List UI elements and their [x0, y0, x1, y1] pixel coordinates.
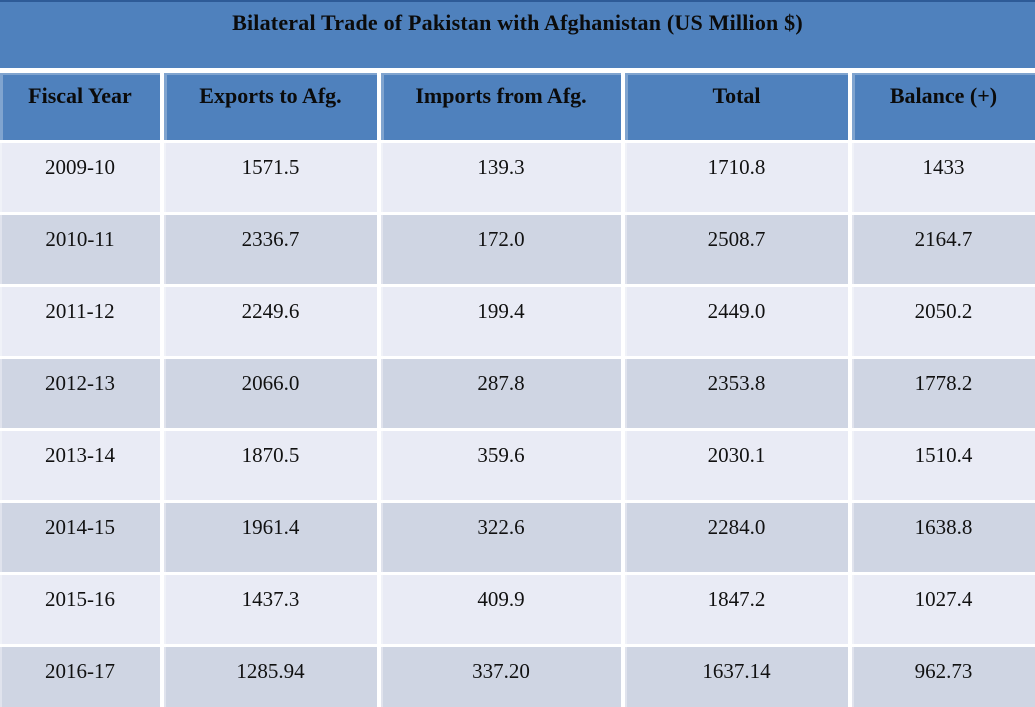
cell-balance: 962.73 — [848, 644, 1035, 707]
cell-exports: 1437.3 — [160, 572, 377, 644]
cell-exports: 2066.0 — [160, 356, 377, 428]
cell-exports: 1870.5 — [160, 428, 377, 500]
column-header-balance: Balance (+) — [848, 68, 1035, 140]
cell-balance: 2050.2 — [848, 284, 1035, 356]
cell-imports: 322.6 — [377, 500, 621, 572]
table-row: 2009-10 1571.5 139.3 1710.8 1433 — [0, 140, 1035, 212]
cell-balance: 1027.4 — [848, 572, 1035, 644]
cell-fiscal-year: 2012-13 — [0, 356, 160, 428]
cell-imports: 409.9 — [377, 572, 621, 644]
cell-fiscal-year: 2013-14 — [0, 428, 160, 500]
cell-total: 1847.2 — [621, 572, 848, 644]
cell-imports: 337.20 — [377, 644, 621, 707]
table-row: 2015-16 1437.3 409.9 1847.2 1027.4 — [0, 572, 1035, 644]
column-header-exports: Exports to Afg. — [160, 68, 377, 140]
cell-fiscal-year: 2015-16 — [0, 572, 160, 644]
cell-exports: 1571.5 — [160, 140, 377, 212]
cell-imports: 287.8 — [377, 356, 621, 428]
cell-exports: 2336.7 — [160, 212, 377, 284]
cell-imports: 172.0 — [377, 212, 621, 284]
table-row: 2014-15 1961.4 322.6 2284.0 1638.8 — [0, 500, 1035, 572]
cell-fiscal-year: 2010-11 — [0, 212, 160, 284]
cell-fiscal-year: 2009-10 — [0, 140, 160, 212]
table-row: 2012-13 2066.0 287.8 2353.8 1778.2 — [0, 356, 1035, 428]
cell-total: 2284.0 — [621, 500, 848, 572]
cell-total: 1637.14 — [621, 644, 848, 707]
table-title: Bilateral Trade of Pakistan with Afghani… — [0, 0, 1035, 68]
cell-total: 2449.0 — [621, 284, 848, 356]
column-header-fiscal-year: Fiscal Year — [0, 68, 160, 140]
header-row: Fiscal Year Exports to Afg. Imports from… — [0, 68, 1035, 140]
cell-imports: 139.3 — [377, 140, 621, 212]
cell-balance: 1778.2 — [848, 356, 1035, 428]
cell-imports: 199.4 — [377, 284, 621, 356]
cell-total: 1710.8 — [621, 140, 848, 212]
column-header-imports: Imports from Afg. — [377, 68, 621, 140]
table-row: 2010-11 2336.7 172.0 2508.7 2164.7 — [0, 212, 1035, 284]
cell-exports: 2249.6 — [160, 284, 377, 356]
column-header-total: Total — [621, 68, 848, 140]
table-body: 2009-10 1571.5 139.3 1710.8 1433 2010-11 2336.… — [0, 140, 1035, 707]
cell-total: 2030.1 — [621, 428, 848, 500]
cell-total: 2353.8 — [621, 356, 848, 428]
cell-fiscal-year: 2011-12 — [0, 284, 160, 356]
cell-exports: 1961.4 — [160, 500, 377, 572]
trade-data-table: Fiscal Year Exports to Afg. Imports from… — [0, 68, 1035, 707]
table-header: Fiscal Year Exports to Afg. Imports from… — [0, 68, 1035, 140]
cell-imports: 359.6 — [377, 428, 621, 500]
table-row: 2011-12 2249.6 199.4 2449.0 2050.2 — [0, 284, 1035, 356]
cell-balance: 1638.8 — [848, 500, 1035, 572]
cell-exports: 1285.94 — [160, 644, 377, 707]
cell-fiscal-year: 2014-15 — [0, 500, 160, 572]
cell-fiscal-year: 2016-17 — [0, 644, 160, 707]
table-row: 2013-14 1870.5 359.6 2030.1 1510.4 — [0, 428, 1035, 500]
table-row: 2016-17 1285.94 337.20 1637.14 962.73 — [0, 644, 1035, 707]
cell-balance: 1510.4 — [848, 428, 1035, 500]
cell-total: 2508.7 — [621, 212, 848, 284]
cell-balance: 2164.7 — [848, 212, 1035, 284]
cell-balance: 1433 — [848, 140, 1035, 212]
